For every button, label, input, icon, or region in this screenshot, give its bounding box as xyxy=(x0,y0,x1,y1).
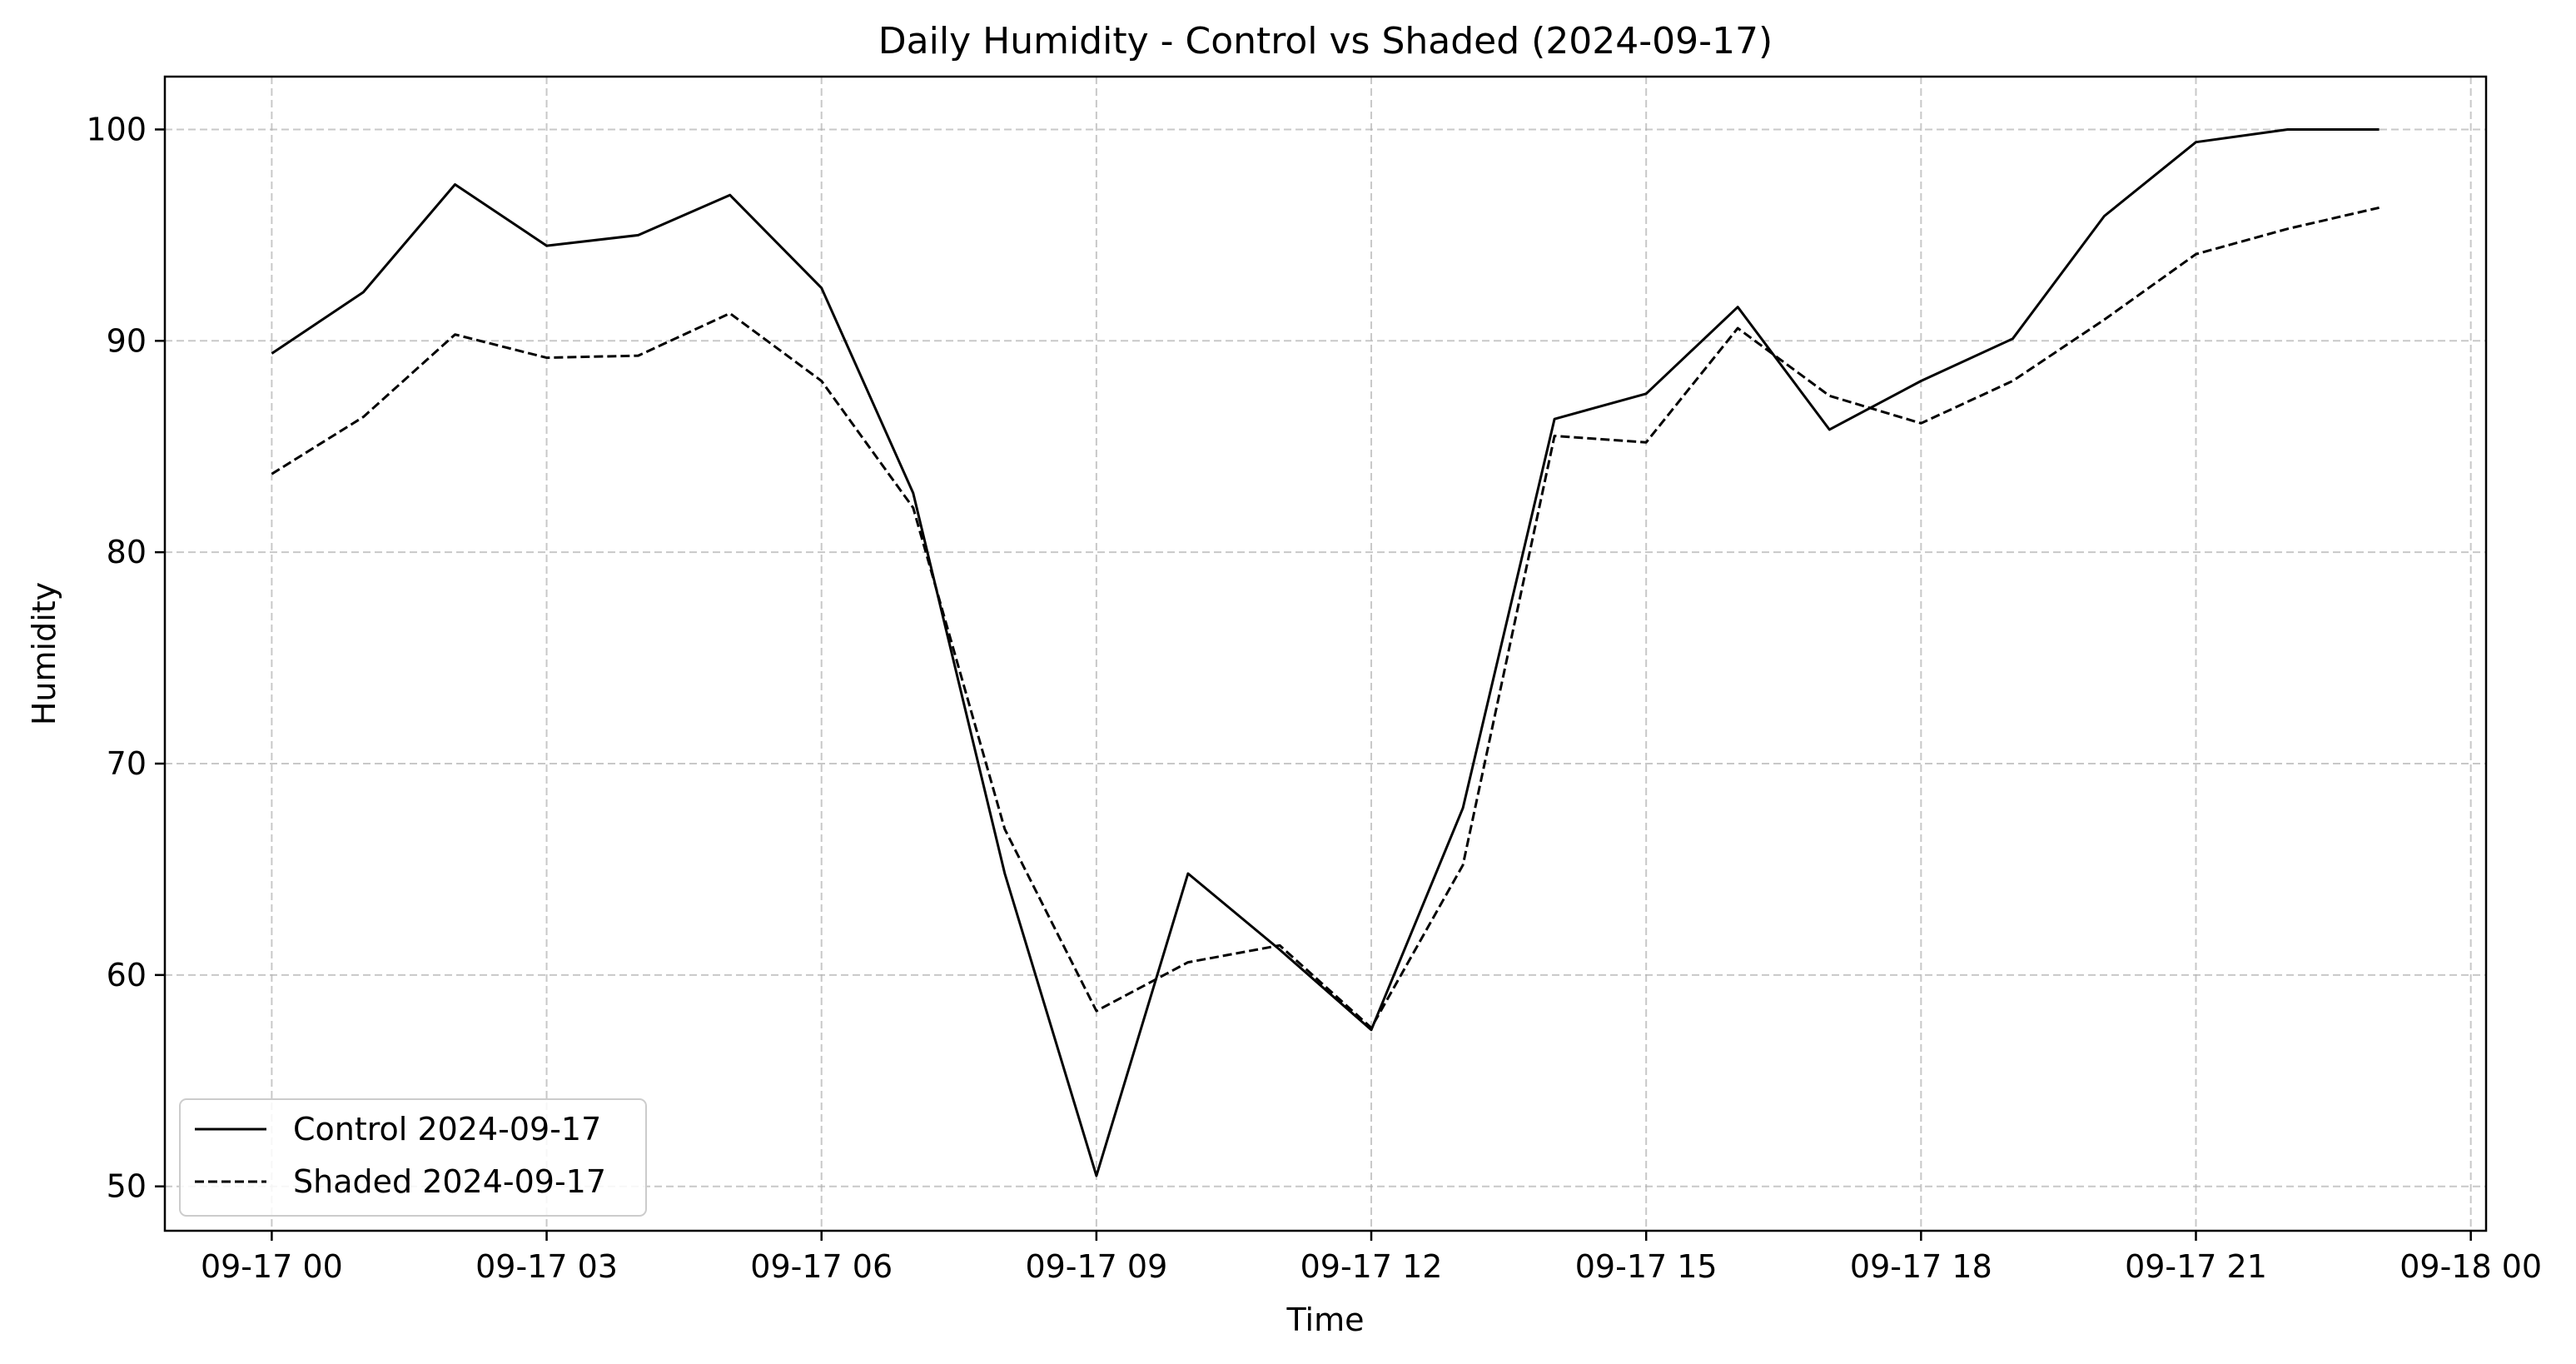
x-tick-label: 09-17 03 xyxy=(475,1248,618,1285)
y-tick-label: 80 xyxy=(107,534,147,570)
legend-label-control: Control 2024-09-17 xyxy=(293,1111,601,1147)
plot-area-frame xyxy=(163,75,2488,1232)
y-axis-label: Humidity xyxy=(26,582,62,725)
y-tick-label: 90 xyxy=(107,322,147,359)
series-line-shaded xyxy=(271,206,2380,1029)
y-tick-label: 60 xyxy=(107,957,147,993)
chart-title: Daily Humidity - Control vs Shaded (2024… xyxy=(878,20,1773,62)
x-axis-label: Time xyxy=(1286,1302,1365,1338)
x-tick-label: 09-17 21 xyxy=(2125,1248,2267,1285)
x-tick-label: 09-17 09 xyxy=(1025,1248,1167,1285)
y-axis-ticks: 50 60 70 80 90 100 xyxy=(86,111,165,1205)
x-tick-label: 09-17 06 xyxy=(750,1248,893,1285)
y-tick-label: 70 xyxy=(107,745,147,782)
legend-label-shaded: Shaded 2024-09-17 xyxy=(293,1163,606,1200)
x-tick-label: 09-17 15 xyxy=(1575,1248,1718,1285)
grid-lines xyxy=(165,77,2486,1231)
x-tick-label: 09-17 18 xyxy=(1850,1248,1992,1285)
x-tick-label: 09-17 00 xyxy=(201,1248,343,1285)
legend: Control 2024-09-17 Shaded 2024-09-17 xyxy=(179,1098,647,1217)
y-tick-label: 100 xyxy=(86,111,147,147)
x-axis-ticks: 09-17 00 09-17 03 09-17 06 09-17 09 09-17 12… xyxy=(201,1231,2542,1285)
x-tick-label: 09-18 00 xyxy=(2399,1248,2542,1285)
y-tick-label: 50 xyxy=(107,1168,147,1205)
x-tick-label: 09-17 12 xyxy=(1300,1248,1443,1285)
series-line-control xyxy=(271,128,2380,1177)
series-lines xyxy=(271,128,2380,1177)
legend-box xyxy=(179,1098,647,1217)
